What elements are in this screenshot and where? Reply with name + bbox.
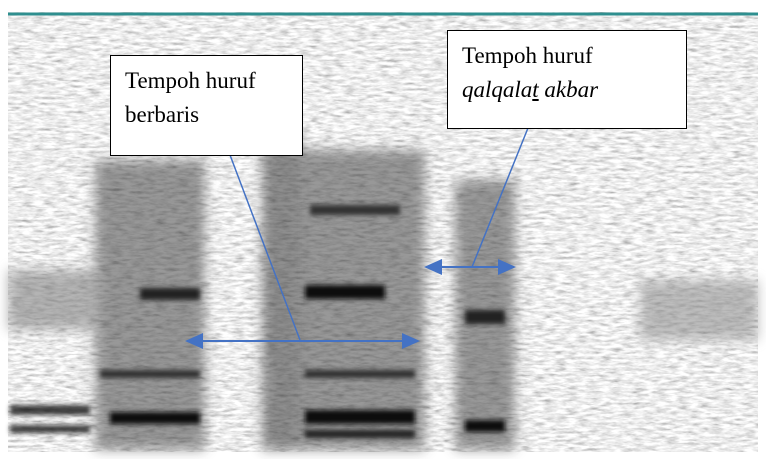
text-part: t [532, 77, 539, 102]
callout-text: berbaris [125, 102, 200, 127]
callout-text: qalqalat akbar [462, 73, 672, 107]
text-part: qalqala [462, 77, 533, 102]
callout-box: Tempoh huruf berbaris [110, 55, 303, 156]
callout-text: Tempoh huruf [125, 68, 256, 93]
callout-box: Tempoh huruf qalqalat akbar [447, 30, 687, 129]
formant-bands [10, 205, 505, 438]
callout-text: Tempoh huruf [462, 43, 593, 68]
leader-line [471, 127, 529, 268]
text-part: akbar [538, 77, 599, 102]
leader-line [229, 154, 301, 341]
